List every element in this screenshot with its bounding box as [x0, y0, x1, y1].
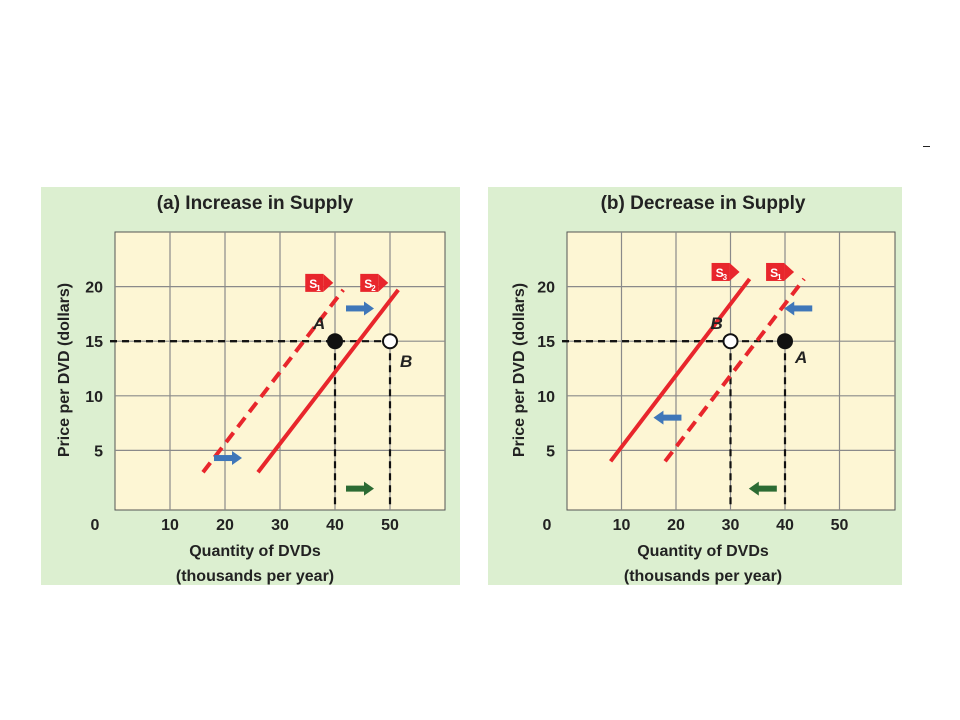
x-tick-label: 30	[722, 517, 740, 534]
point-a	[777, 333, 793, 350]
x-axis-label: Quantity of DVDs	[637, 543, 769, 560]
x-tick-label: 0	[91, 517, 100, 534]
curve-tag-box	[305, 273, 324, 292]
curve-tag-box	[766, 262, 785, 281]
x-tick-label: 20	[216, 517, 234, 534]
point-label-b: B	[400, 352, 412, 371]
shift-arrow-right	[346, 481, 374, 496]
arrow-shaft	[757, 485, 777, 492]
arrow-shaft	[214, 455, 233, 462]
curve-tag-subscript: 1	[316, 284, 321, 293]
y-axis-label: Price per DVD (dollars)	[56, 283, 73, 457]
curve-tag-letter: S	[770, 266, 778, 280]
curve-tag-letter: S	[309, 277, 317, 291]
x-tick-label: 40	[776, 517, 794, 534]
curve-tag-box	[711, 262, 730, 281]
curve-tag-subscript: 2	[371, 284, 376, 293]
shift-arrow-right	[346, 301, 374, 316]
curve-tag-pointer	[784, 262, 795, 281]
y-axis-label: Price per DVD (dollars)	[511, 283, 528, 457]
shift-arrow-left	[784, 301, 813, 316]
y-tick-label: 10	[537, 389, 555, 406]
x-tick-label: 40	[326, 517, 344, 534]
x-tick-label: 30	[271, 517, 289, 534]
supply-curve-s3	[609, 277, 752, 463]
arrow-head	[232, 451, 242, 466]
supply-curve-s1	[201, 288, 345, 474]
arrow-head	[364, 481, 374, 496]
shift-arrow-right	[214, 451, 242, 466]
arrow-head	[653, 410, 664, 425]
point-label-a: A	[312, 314, 325, 333]
point-a	[327, 333, 343, 350]
x-axis-sublabel: (thousands per year)	[624, 568, 782, 585]
curve-tag-s1: S1	[305, 273, 334, 293]
y-tick-label: 20	[85, 280, 103, 297]
curve-tag-pointer	[729, 262, 740, 281]
point-b	[382, 333, 398, 350]
arrow-shaft	[346, 305, 365, 312]
supply-curve-s1	[663, 277, 806, 463]
chart-title: (b) Decrease in Supply	[601, 193, 806, 214]
shift-arrow-left	[653, 410, 682, 425]
x-tick-label: 20	[667, 517, 685, 534]
shift-arrow-left	[748, 481, 777, 496]
curve-tag-s1: S1	[766, 262, 795, 282]
point-label-a: A	[794, 348, 807, 367]
x-tick-label: 0	[543, 517, 552, 534]
curve-tag-pointer	[323, 273, 334, 292]
arrow-head	[748, 481, 759, 496]
curve-tag-letter: S	[716, 266, 724, 280]
chart-panel-a: (a) Increase in Supply 0 10 20 30 40 50 5 10 15 20…	[41, 187, 460, 585]
x-axis-sublabel: (thousands per year)	[176, 568, 334, 585]
point-b	[722, 333, 739, 350]
arrow-shaft	[346, 485, 365, 492]
stray-mark	[923, 146, 930, 147]
x-tick-label: 10	[613, 517, 631, 534]
curve-tag-pointer	[378, 273, 389, 292]
y-tick-label: 15	[537, 334, 555, 351]
y-tick-label: 15	[85, 334, 103, 351]
curve-tag-subscript: 1	[777, 273, 782, 282]
curve-tag-s2: S2	[360, 273, 389, 293]
y-tick-label: 10	[85, 389, 103, 406]
arrow-shaft	[662, 414, 682, 421]
supply-curve-s2	[256, 288, 400, 474]
y-tick-label: 5	[546, 443, 555, 460]
chart-title: (a) Increase in Supply	[157, 193, 354, 214]
x-tick-label: 10	[161, 517, 179, 534]
x-tick-label: 50	[831, 517, 849, 534]
arrow-shaft	[793, 305, 813, 312]
y-tick-label: 20	[537, 280, 555, 297]
curve-tag-subscript: 3	[723, 273, 728, 282]
point-label-b: B	[711, 314, 723, 333]
y-tick-label: 5	[94, 443, 103, 460]
x-axis-label: Quantity of DVDs	[189, 543, 321, 560]
chart-panel-b: (b) Decrease in Supply 0 10 20 30 40 50 5 10 15 20…	[488, 187, 902, 585]
arrow-head	[364, 301, 374, 316]
x-tick-label: 50	[381, 517, 399, 534]
curve-tag-box	[360, 273, 379, 292]
arrow-head	[784, 301, 795, 316]
curve-tag-s3: S3	[711, 262, 740, 282]
curve-tag-letter: S	[364, 277, 372, 291]
